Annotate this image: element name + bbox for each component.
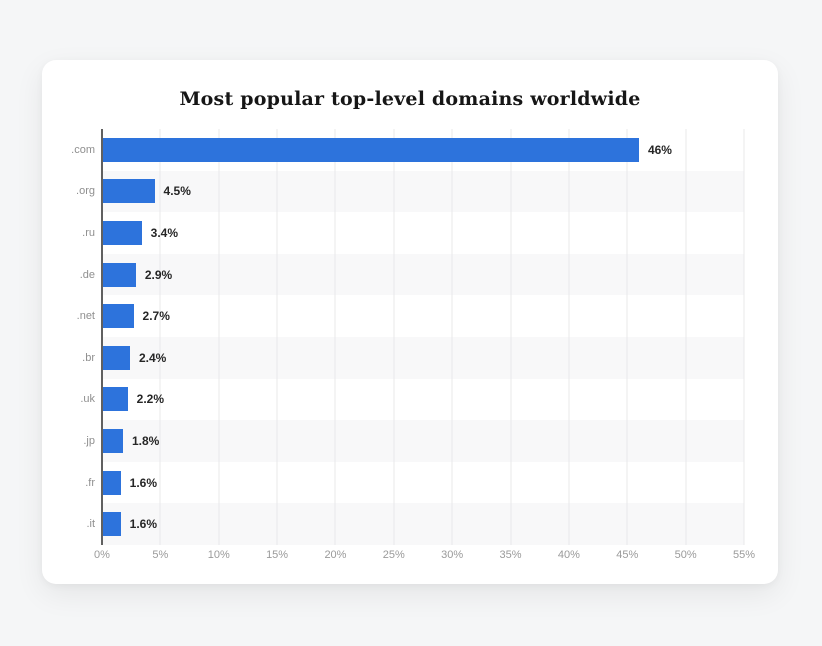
value-label: 3.4% (150, 225, 179, 240)
row-stripes (102, 129, 744, 545)
y-axis-line (101, 129, 103, 545)
bar (102, 387, 128, 412)
value-label: 46% (647, 142, 672, 157)
chart-row: .org 4.5% (76, 171, 744, 213)
chart-row: .uk 2.2% (80, 379, 744, 421)
gridline (743, 129, 745, 545)
value-label: 1.6% (129, 517, 158, 532)
x-tick-label: 35% (499, 549, 522, 561)
value-label: 4.5% (163, 184, 191, 199)
chart-card: Most popular top-level domains worldwide… (42, 60, 778, 584)
bar (102, 262, 136, 287)
x-tick-label: 55% (732, 549, 756, 561)
value-label: 2.7% (142, 309, 170, 324)
row-stripe (102, 503, 744, 545)
x-tick-label: 5% (152, 549, 169, 561)
value-label: 2.4% (139, 350, 167, 365)
gridline (626, 129, 628, 545)
chart-title: Most popular top-level domains worldwide (179, 88, 641, 110)
bar (102, 304, 134, 329)
bar (102, 137, 639, 162)
value-label: 2.9% (144, 267, 173, 282)
category-label: .jp (83, 434, 95, 447)
x-tick-label: 15% (266, 549, 289, 561)
row-stripe (102, 420, 744, 462)
bar (102, 179, 155, 204)
gridline (159, 129, 161, 545)
category-label: .net (76, 310, 95, 323)
chart-row: .fr 1.6% (85, 462, 744, 504)
gridline (276, 129, 278, 545)
x-tick-label: 50% (674, 549, 697, 561)
category-label: .com (71, 143, 95, 156)
chart-row: .net 2.7% (77, 295, 744, 337)
value-label: 1.6% (129, 475, 158, 490)
gridline (568, 129, 570, 545)
bar (102, 512, 121, 537)
row-stripe (102, 336, 744, 379)
x-tick-label: 25% (382, 549, 405, 561)
bar (102, 470, 121, 495)
x-tick-label: 20% (324, 549, 347, 561)
x-tick-label: 10% (207, 549, 230, 561)
bar (102, 220, 142, 245)
category-label: .org (76, 185, 95, 198)
plot-area: .com 46% .org 4.5% .ru 3.4% .de 2.9% .net 2.7% .br… (71, 129, 745, 545)
x-tick-label: 45% (616, 549, 639, 561)
category-label: .br (82, 351, 95, 364)
gridlines (102, 129, 745, 545)
chart-row: .br 2.4% (82, 337, 744, 379)
x-tick-label: 40% (557, 549, 580, 561)
chart-row: .it 1.6% (86, 503, 744, 545)
gridline (393, 129, 395, 545)
gridline (685, 129, 687, 545)
bar-rows: .com 46% .org 4.5% .ru 3.4% .de 2.9% .net 2.7% .br… (71, 129, 744, 545)
value-label: 2.2% (136, 392, 165, 407)
row-stripe (102, 170, 744, 213)
category-label: .it (86, 518, 95, 531)
gridline (218, 129, 220, 545)
chart-row: .de 2.9% (80, 254, 744, 296)
x-tick-label: 30% (441, 549, 464, 561)
gridline (334, 129, 336, 545)
chart-row: .com 46% (71, 129, 744, 171)
category-label: .ru (82, 226, 95, 239)
bar (102, 345, 130, 370)
row-stripe (102, 253, 744, 296)
bar (102, 428, 123, 453)
gridline (451, 129, 453, 545)
category-label: .de (79, 268, 95, 281)
chart-row: .jp 1.8% (83, 420, 744, 462)
gridline (510, 129, 512, 545)
chart-row: .ru 3.4% (82, 212, 744, 254)
x-tick-label: 0% (94, 549, 110, 561)
category-label: .uk (80, 393, 95, 406)
category-label: .fr (85, 476, 95, 489)
value-label: 1.8% (132, 433, 160, 448)
x-axis-tick-labels: 0% 5% 10% 15% 20% 25% 30% 35% 40% 45% 50% 55% (94, 549, 755, 565)
